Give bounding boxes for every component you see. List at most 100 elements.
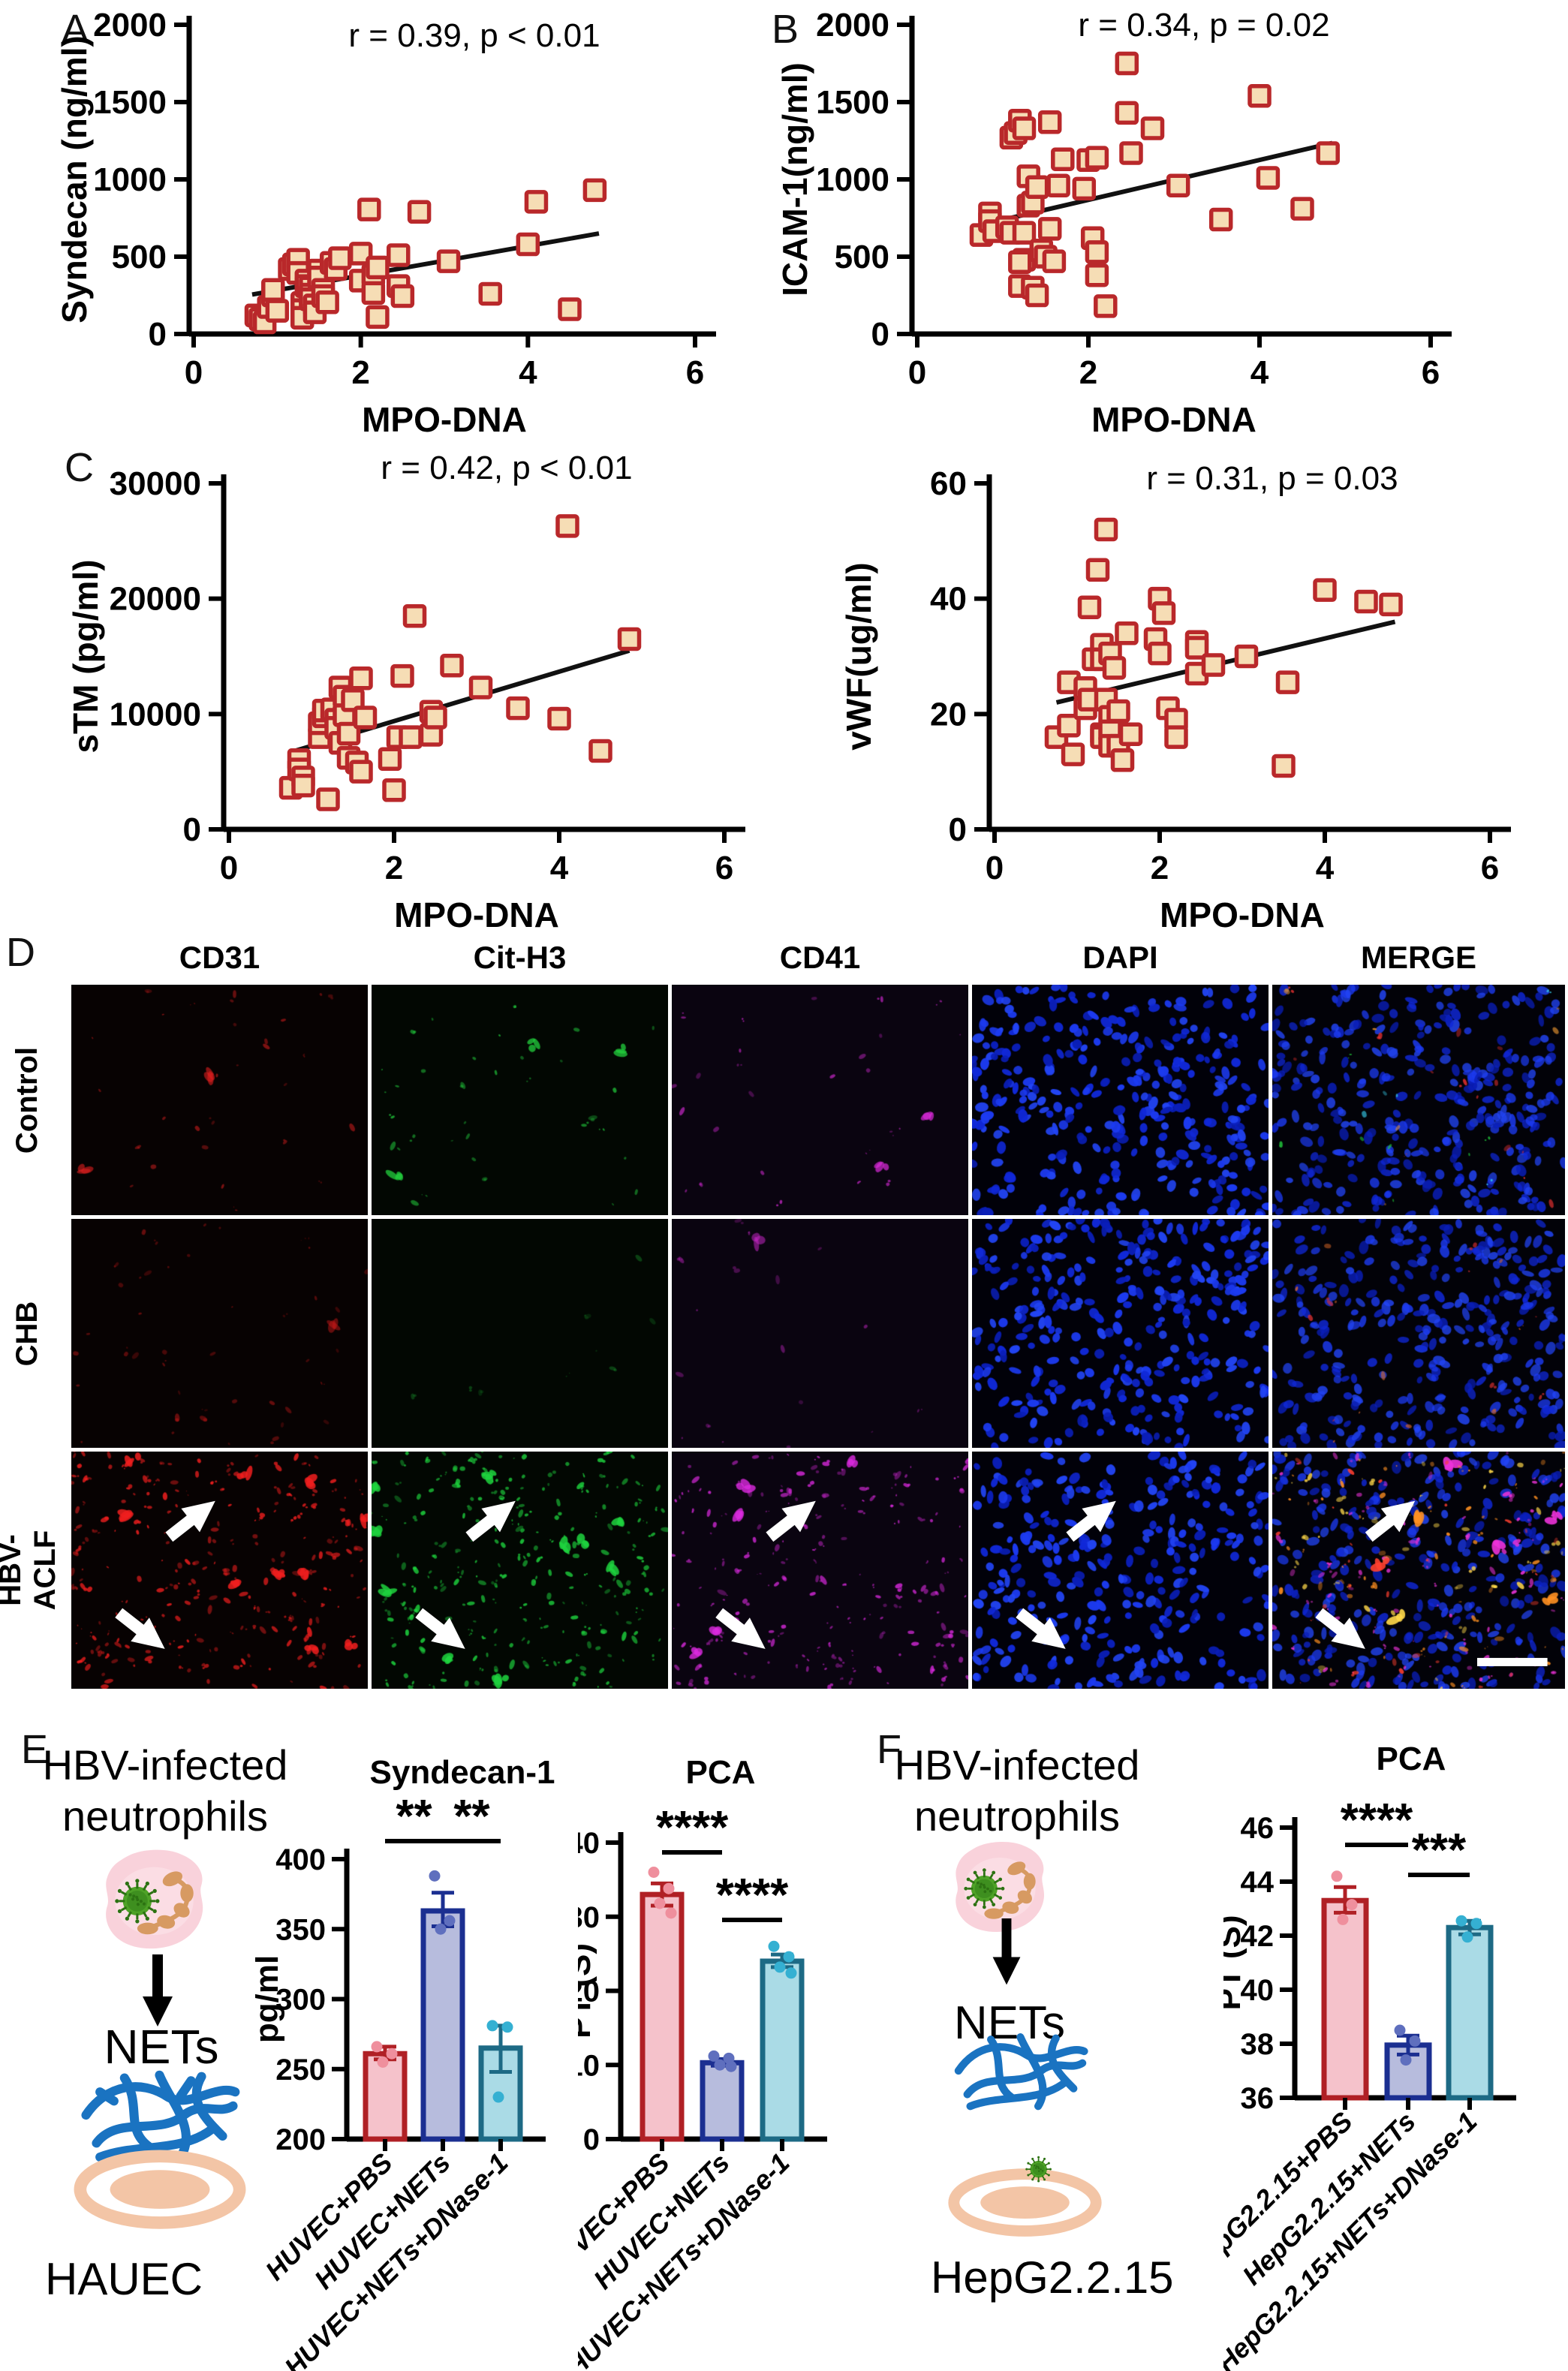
chart-title: Syndecan-1 xyxy=(370,1754,555,1791)
micro-image-hbv-aclf-cd41 xyxy=(672,1452,968,1689)
white-arrow-icon xyxy=(1016,1608,1066,1649)
chart-title: PCA xyxy=(1377,1741,1446,1777)
data-point xyxy=(555,514,579,538)
svg-text:0: 0 xyxy=(220,850,238,886)
significance-stars: *** xyxy=(1412,1825,1467,1876)
svg-text:2000: 2000 xyxy=(816,7,889,44)
y-axis-label: PT (S) xyxy=(578,1943,597,2039)
panel-f-heading-line1: HBV-infected xyxy=(894,1741,1140,1789)
column-header-cd41: CD41 xyxy=(779,940,861,975)
data-point xyxy=(366,255,390,280)
data-point xyxy=(1184,636,1209,660)
panel-e-heading-line2: neutrophils xyxy=(62,1792,268,1840)
data-point xyxy=(617,627,642,651)
white-arrow-icon xyxy=(1066,1500,1116,1542)
data-point xyxy=(371,2041,383,2053)
significance-stars: **** xyxy=(656,1802,729,1854)
data-point xyxy=(1085,558,1110,582)
neutrophil-icon xyxy=(956,1842,1045,1933)
data-point xyxy=(1118,722,1143,746)
data-point xyxy=(349,760,373,784)
data-point xyxy=(1106,699,1130,724)
svg-text:42: 42 xyxy=(1241,1920,1275,1953)
y-axis-label: sTM (pg/ml) xyxy=(66,559,105,753)
panel-f-cell-label: HepG2.2.15 xyxy=(931,2252,1174,2303)
data-point xyxy=(558,297,582,321)
bar-chart-bar-pca-hepg2: 363840424446HepG2.2.15+PBSHepG2.2.15+NET… xyxy=(1223,1741,1516,2371)
svg-text:30000: 30000 xyxy=(110,465,201,502)
data-point xyxy=(665,1907,677,1919)
data-point xyxy=(440,654,464,678)
data-point xyxy=(328,246,352,270)
data-point xyxy=(1394,2024,1406,2036)
svg-text:10000: 10000 xyxy=(110,696,201,733)
data-point xyxy=(291,773,315,798)
data-point xyxy=(1331,1870,1343,1882)
svg-text:4: 4 xyxy=(1316,850,1335,886)
svg-text:0: 0 xyxy=(185,354,203,391)
data-point xyxy=(399,725,423,749)
down-arrow-icon xyxy=(992,1918,1021,1985)
row-label-chb: CHB xyxy=(11,1301,44,1366)
data-point xyxy=(1461,1931,1473,1943)
bar xyxy=(760,1958,805,2142)
data-point xyxy=(316,787,340,811)
data-point xyxy=(1337,1913,1349,1925)
category-label: HepG2.2.15+NETs+DNase-1 xyxy=(1223,2106,1483,2371)
data-point xyxy=(1046,173,1070,197)
data-point xyxy=(1313,578,1337,602)
scale-bar xyxy=(1477,1657,1548,1666)
column-header-dapi: DAPI xyxy=(1082,940,1158,975)
panel-label-a: A xyxy=(62,7,89,52)
svg-text:38: 38 xyxy=(1241,2028,1275,2061)
data-point xyxy=(1102,656,1127,680)
data-point xyxy=(1115,101,1139,125)
y-axis-label: ICAM-1(ng/ml) xyxy=(775,62,814,296)
data-point xyxy=(1115,621,1139,645)
micro-image-control-cd31 xyxy=(71,985,368,1215)
data-point xyxy=(785,1967,797,1979)
y-axis-label: vWF(ug/ml) xyxy=(839,562,878,750)
panel-label-c: C xyxy=(65,445,94,490)
bar xyxy=(640,1891,685,2142)
svg-text:36: 36 xyxy=(1241,2082,1275,2115)
data-point xyxy=(357,197,381,221)
data-point xyxy=(783,1951,795,1963)
row-label-aclf: ACLF xyxy=(29,1530,62,1611)
nets-icon xyxy=(954,2033,1088,2111)
white-arrow-icon xyxy=(465,1500,516,1542)
data-point xyxy=(382,778,406,802)
svg-text:0: 0 xyxy=(183,811,201,848)
data-point xyxy=(547,706,571,731)
data-point xyxy=(315,290,339,314)
svg-text:0: 0 xyxy=(871,316,889,353)
column-header-merge: MERGE xyxy=(1360,940,1476,975)
micro-image-control-merge xyxy=(1272,985,1565,1215)
data-point xyxy=(407,200,432,224)
micro-image-chb-cd31 xyxy=(71,1219,368,1448)
micro-image-chb-cit-h3 xyxy=(372,1219,668,1448)
data-point xyxy=(1037,110,1062,134)
correlation-annotation: r = 0.34, p = 0.02 xyxy=(1078,7,1329,44)
data-point xyxy=(506,696,530,721)
micro-image-chb-cd41 xyxy=(672,1219,968,1448)
panel-f-heading-line2: neutrophils xyxy=(914,1792,1120,1840)
data-point xyxy=(436,249,461,273)
row-label-control: Control xyxy=(11,1046,44,1154)
white-arrow-icon xyxy=(766,1500,816,1542)
micro-image-hbv-aclf-dapi xyxy=(972,1452,1269,1689)
data-point xyxy=(1115,51,1139,76)
data-point xyxy=(774,1961,786,1973)
data-point xyxy=(390,663,414,688)
data-point xyxy=(1061,742,1085,766)
row-label-hbv: HBV- xyxy=(0,1534,27,1606)
correlation-annotation: r = 0.31, p = 0.03 xyxy=(1146,460,1398,497)
data-point xyxy=(1110,748,1135,772)
svg-text:40: 40 xyxy=(578,1827,600,1860)
panel-label-b: B xyxy=(772,7,799,52)
data-point xyxy=(349,666,373,691)
neutrophil-icon xyxy=(106,1849,203,1949)
data-point xyxy=(516,232,540,257)
svg-text:6: 6 xyxy=(715,850,733,886)
svg-text:4: 4 xyxy=(550,850,569,886)
